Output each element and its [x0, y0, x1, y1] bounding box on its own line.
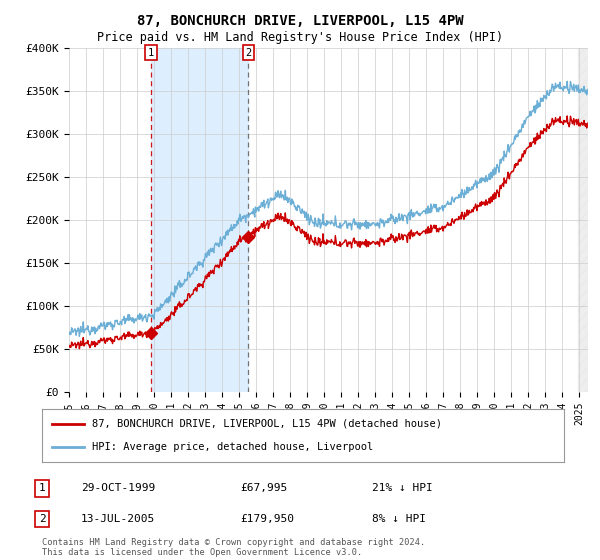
Text: £179,950: £179,950 — [240, 514, 294, 524]
Text: 87, BONCHURCH DRIVE, LIVERPOOL, L15 4PW (detached house): 87, BONCHURCH DRIVE, LIVERPOOL, L15 4PW … — [92, 419, 442, 429]
Text: 21% ↓ HPI: 21% ↓ HPI — [372, 483, 433, 493]
Text: HPI: Average price, detached house, Liverpool: HPI: Average price, detached house, Live… — [92, 442, 373, 452]
Text: 2: 2 — [245, 48, 251, 58]
Text: 1: 1 — [148, 48, 154, 58]
Bar — [578, 48, 588, 392]
Bar — [151, 48, 248, 392]
Text: Price paid vs. HM Land Registry's House Price Index (HPI): Price paid vs. HM Land Registry's House … — [97, 31, 503, 44]
Text: 87, BONCHURCH DRIVE, LIVERPOOL, L15 4PW: 87, BONCHURCH DRIVE, LIVERPOOL, L15 4PW — [137, 14, 463, 28]
Text: 8% ↓ HPI: 8% ↓ HPI — [372, 514, 426, 524]
Text: £67,995: £67,995 — [240, 483, 287, 493]
Text: Contains HM Land Registry data © Crown copyright and database right 2024.
This d: Contains HM Land Registry data © Crown c… — [42, 538, 425, 557]
Text: 29-OCT-1999: 29-OCT-1999 — [81, 483, 155, 493]
Text: 1: 1 — [38, 483, 46, 493]
Text: 13-JUL-2005: 13-JUL-2005 — [81, 514, 155, 524]
Text: 2: 2 — [38, 514, 46, 524]
